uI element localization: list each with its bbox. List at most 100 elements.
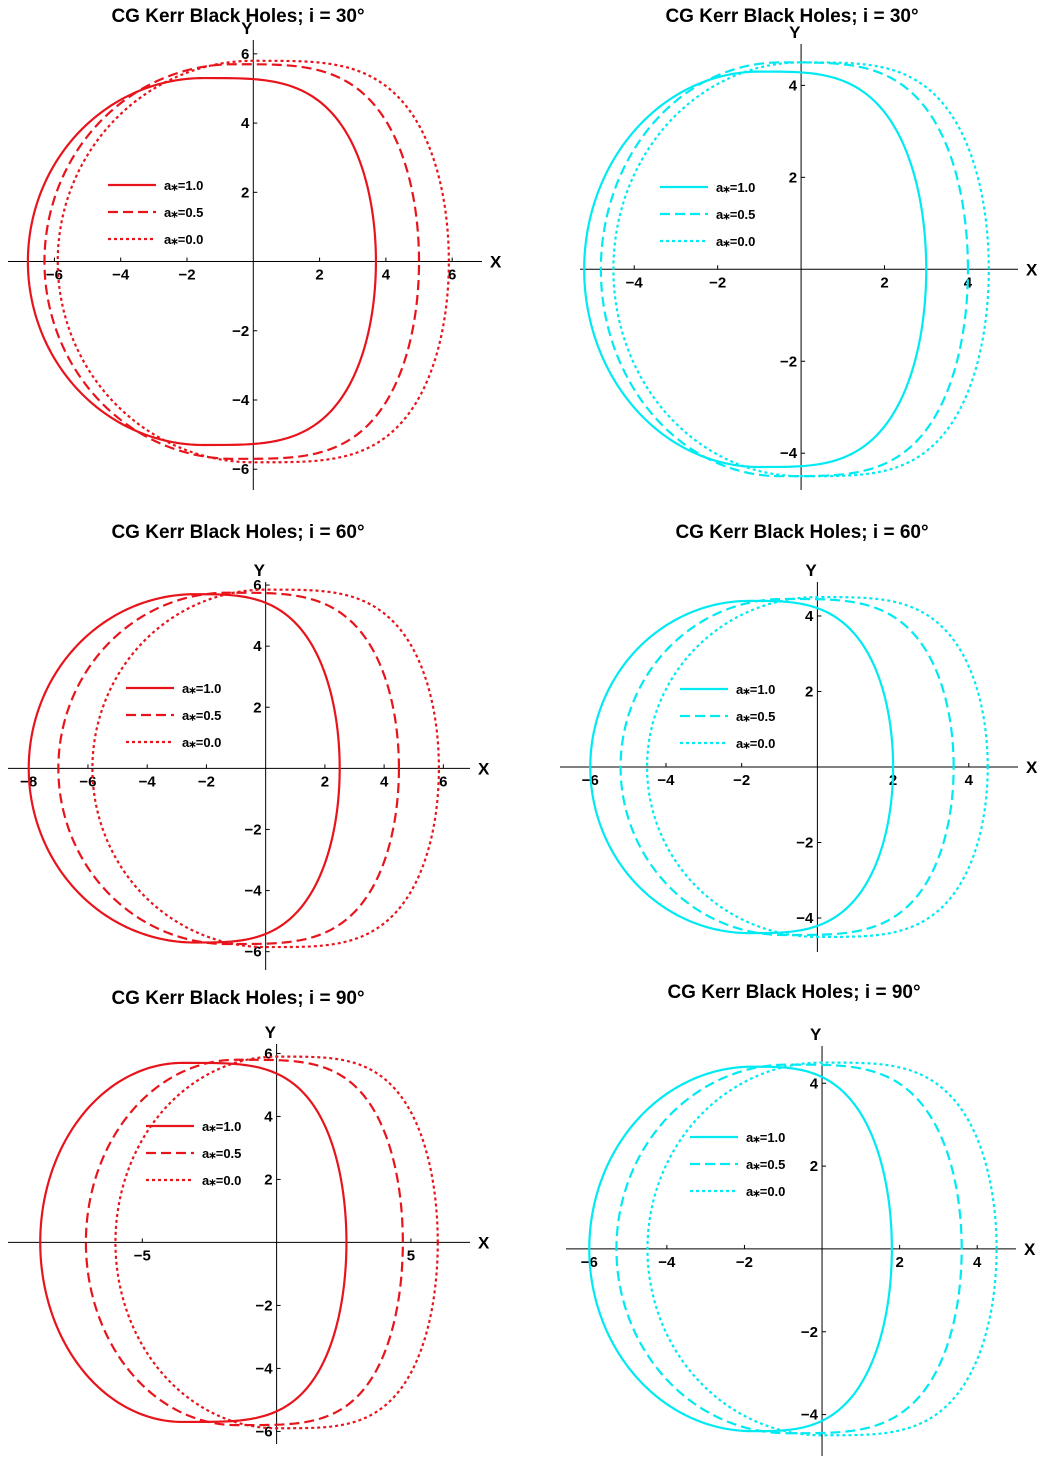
x-axis-label: X: [1024, 1240, 1036, 1259]
x-tick-label: 2: [880, 274, 888, 291]
chart-title: CG Kerr Black Holes; i = 90°: [111, 988, 364, 1009]
x-tick-label: −2: [709, 274, 726, 291]
x-axis-label: X: [1026, 260, 1038, 279]
y-tick-label: −4: [255, 1360, 273, 1377]
legend-entry: a⁎=0.0: [736, 736, 775, 751]
x-tick-label: −4: [658, 1254, 676, 1271]
legend-entry: a⁎=1.0: [716, 180, 755, 195]
y-tick-label: 4: [264, 1108, 273, 1125]
x-tick-label: −6: [46, 267, 63, 284]
legend-entry: a⁎=0.0: [202, 1173, 241, 1188]
y-tick-label: −4: [232, 392, 250, 409]
y-axis-label: Y: [805, 561, 817, 580]
x-tick-label: −5: [134, 1247, 151, 1264]
chart-panel-5: CG Kerr Black Holes; i = 90°XY−5 5−6−4−22…: [8, 988, 490, 1444]
legend-entry: a⁎=0.5: [182, 708, 221, 723]
x-axis-label: X: [478, 1233, 490, 1252]
y-tick-label: 4: [805, 608, 814, 625]
x-tick-label: −4: [657, 772, 675, 789]
x-tick-label: 2: [315, 267, 323, 284]
y-tick-label: 6: [253, 577, 261, 594]
y-tick-label: 6: [241, 46, 249, 63]
legend-entry: a⁎=0.0: [182, 735, 221, 750]
y-tick-label: −2: [796, 835, 813, 852]
legend-entry: a⁎=1.0: [746, 1130, 785, 1145]
y-tick-label: −2: [801, 1324, 818, 1341]
legend-entry: a⁎=0.0: [164, 232, 203, 247]
y-tick-label: 6: [264, 1045, 272, 1062]
x-axis-label: X: [478, 759, 490, 778]
y-axis-label: Y: [241, 19, 253, 38]
y-tick-label: 2: [810, 1158, 818, 1175]
y-axis-label: Y: [265, 1023, 277, 1042]
y-tick-label: 4: [253, 638, 262, 655]
chart-title: CG Kerr Black Holes; i = 90°: [667, 982, 920, 1003]
x-tick-label: 4: [380, 773, 389, 790]
chart-title: CG Kerr Black Holes; i = 60°: [111, 522, 364, 543]
series-line-solid: [39, 1061, 348, 1424]
chart-panel-4: CG Kerr Black Holes; i = 60°XY−6 −4 −2 2 4−4…: [560, 522, 1038, 952]
x-axis-label: X: [1026, 758, 1038, 777]
chart-panel-3: CG Kerr Black Holes; i = 60°XY−8 −6 −4 −2 2 4…: [8, 522, 490, 970]
series-line-solid: [589, 599, 895, 935]
y-axis-label: Y: [254, 561, 266, 580]
y-tick-label: −2: [780, 353, 797, 370]
legend-entry: a⁎=0.5: [164, 205, 203, 220]
y-tick-label: 4: [789, 77, 798, 94]
x-tick-label: −2: [733, 772, 750, 789]
chart-panel-6: CG Kerr Black Holes; i = 90°XY−6 −4 −2 2 4−4…: [566, 982, 1036, 1456]
x-tick-label: −2: [198, 773, 215, 790]
y-tick-label: 2: [789, 169, 797, 186]
series-line-dashed: [43, 63, 421, 460]
x-tick-label: −4: [112, 267, 130, 284]
series-line-dotted: [645, 595, 989, 939]
y-tick-label: −6: [232, 461, 249, 478]
legend-entry: a⁎=0.5: [736, 709, 775, 724]
x-tick-label: 6: [439, 773, 447, 790]
chart-panel-2: CG Kerr Black Holes; i = 30° X Y −4 −2 2 4 −4 −2…: [580, 6, 1038, 490]
y-tick-label: −4: [796, 910, 814, 927]
series-line-dotted: [56, 59, 450, 464]
y-tick-label: 4: [241, 115, 250, 132]
y-tick-label: −6: [245, 944, 262, 961]
chart-panel-1: CG Kerr Black Holes; i = 30° X Y −6 −4 −2 2 4 6 −…: [8, 6, 502, 490]
x-tick-label: 2: [895, 1254, 903, 1271]
y-axis-label: Y: [810, 1025, 822, 1044]
series-line-dotted: [91, 588, 441, 949]
series-line-solid: [583, 70, 928, 469]
series-line-solid: [26, 76, 378, 447]
x-tick-label: 6: [448, 267, 456, 284]
x-tick-label: −2: [736, 1254, 753, 1271]
x-axis-label: X: [490, 253, 502, 272]
series-line-dashed: [619, 597, 955, 937]
x-tick-label: 4: [965, 772, 974, 789]
legend-entry: a⁎=0.5: [202, 1146, 241, 1161]
y-axis-label: Y: [789, 23, 801, 42]
y-tick-label: 2: [805, 683, 813, 700]
y-tick-label: 2: [253, 699, 261, 716]
series-line-dashed: [615, 1063, 963, 1435]
y-tick-label: 2: [241, 184, 249, 201]
x-tick-label: 4: [382, 267, 391, 284]
legend-entry: a⁎=0.0: [716, 234, 755, 249]
x-tick-label: 5: [407, 1247, 415, 1264]
y-tick-label: 2: [264, 1171, 272, 1188]
series-line-dotted: [612, 61, 990, 478]
series-line-solid: [27, 593, 341, 944]
chart-title: CG Kerr Black Holes; i = 30°: [665, 6, 918, 27]
series-line-dashed: [84, 1058, 404, 1427]
x-tick-label: −2: [178, 267, 195, 284]
series-line-solid: [588, 1065, 893, 1433]
x-tick-label: 2: [321, 773, 329, 790]
legend-entry: a⁎=0.5: [746, 1157, 785, 1172]
series-line-dashed: [599, 61, 970, 478]
legend-entry: a⁎=1.0: [202, 1119, 241, 1134]
y-tick-label: −4: [245, 883, 263, 900]
x-tick-label: −4: [626, 274, 644, 291]
chart-title: CG Kerr Black Holes; i = 60°: [675, 522, 928, 543]
y-tick-label: −2: [245, 821, 262, 838]
x-tick-label: 4: [973, 1254, 982, 1271]
legend-entry: a⁎=0.0: [746, 1184, 785, 1199]
y-tick-label: −2: [232, 323, 249, 340]
